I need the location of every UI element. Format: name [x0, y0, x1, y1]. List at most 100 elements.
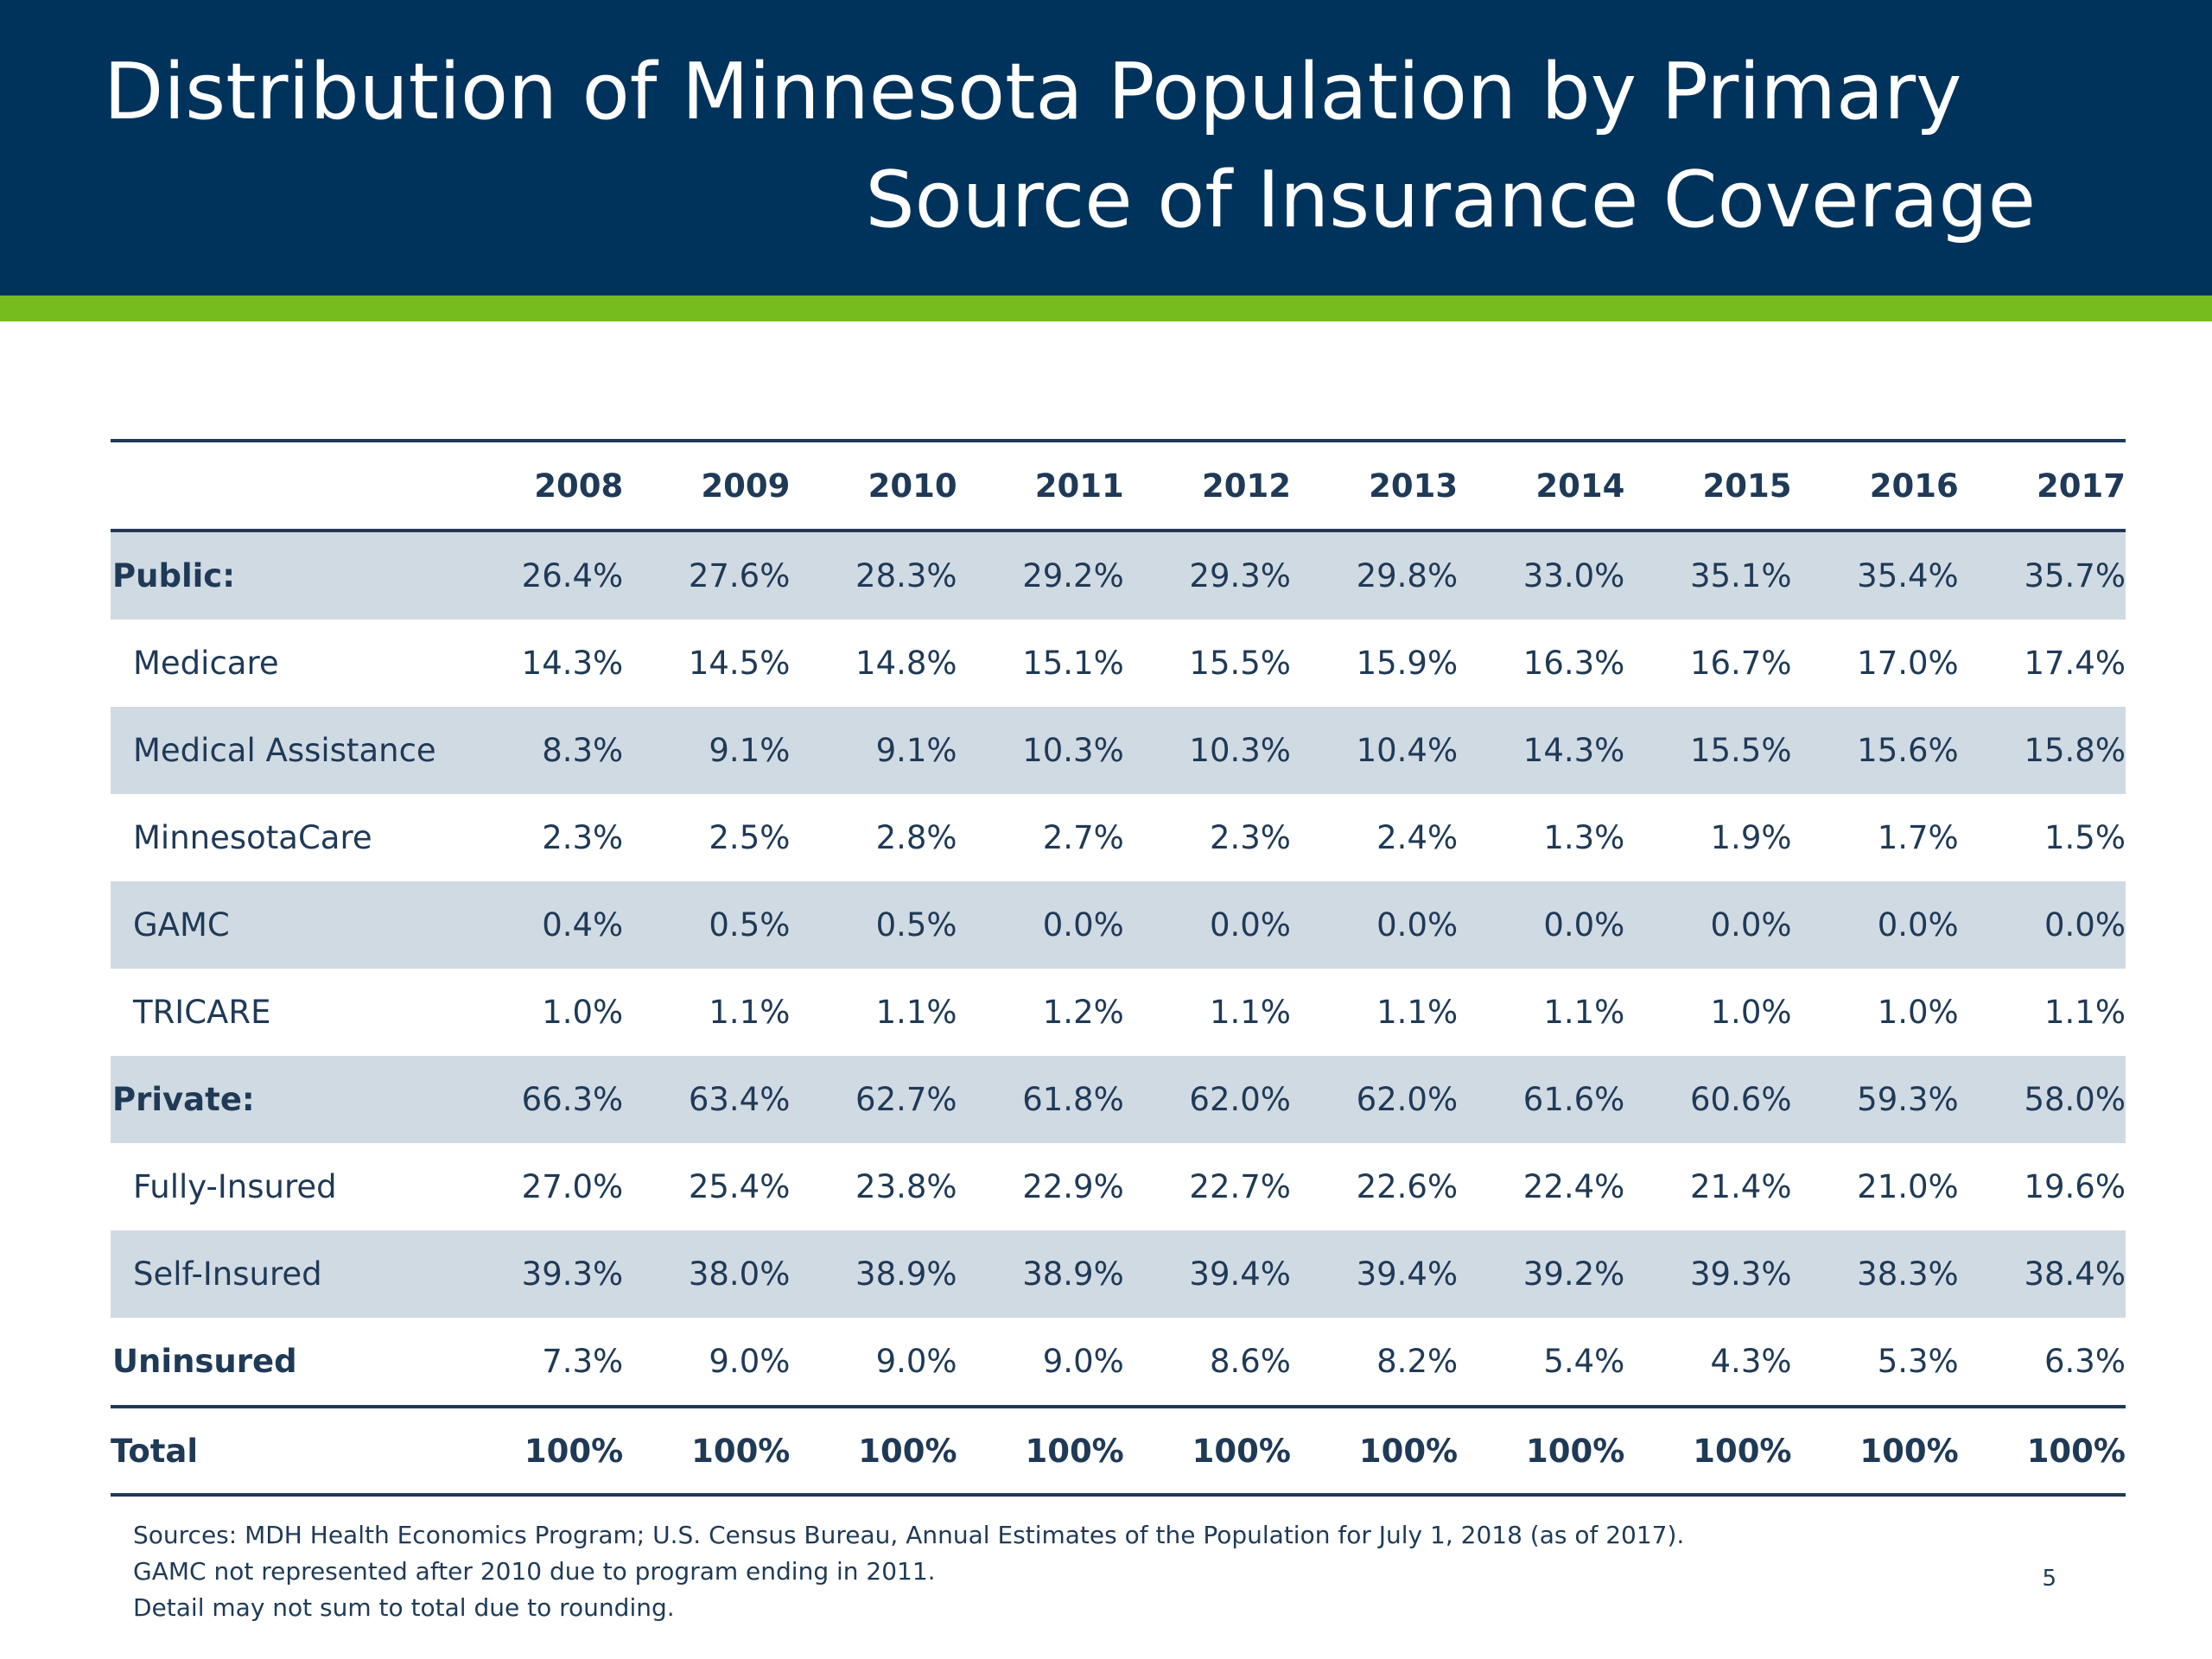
table-cell: 1.1%: [2044, 994, 2126, 1031]
row-label: Medical Assistance: [111, 707, 457, 794]
table-cell: 61.6%: [1458, 1056, 1625, 1143]
table-cell: 38.0%: [623, 1230, 791, 1318]
table-cell: 39.3%: [456, 1230, 624, 1318]
table-cell: 0.5%: [790, 881, 957, 969]
table-cell: 100%: [858, 1432, 957, 1470]
table-cell: 16.3%: [1522, 645, 1625, 682]
table-cell: 100%: [1358, 1432, 1459, 1470]
table-cell: 1.3%: [1543, 819, 1625, 856]
table-cell: 16.7%: [1689, 645, 1792, 682]
table-cell: 15.9%: [1356, 645, 1459, 682]
table-cell: 100%: [1025, 1432, 1124, 1470]
table-cell: 22.7%: [1189, 1168, 1291, 1205]
table-cell: 23.8%: [855, 1168, 957, 1205]
year-header: 2010: [868, 467, 957, 505]
table-cell: 15.5%: [1624, 707, 1792, 794]
year-header: 2011: [1034, 467, 1124, 505]
table-row-total: Total 100% 100% 100% 100% 100% 100% 100%…: [111, 1407, 2126, 1495]
table-cell: 0.5%: [623, 881, 791, 969]
table-cell: 38.3%: [1791, 1230, 1959, 1318]
source-notes: Sources: MDH Health Economics Program; U…: [133, 1517, 1948, 1626]
table-cell: 1.1%: [709, 994, 791, 1031]
table-cell: 62.7%: [790, 1056, 957, 1143]
table-cell: 14.3%: [521, 645, 624, 682]
table-cell: 22.9%: [1022, 1168, 1124, 1205]
table-cell: 100%: [691, 1432, 791, 1470]
table-cell: 10.3%: [957, 707, 1124, 794]
table-cell: 39.2%: [1458, 1230, 1625, 1318]
slide-header: Distribution of Minnesota Population by …: [0, 0, 2212, 296]
table-cell: 2.3%: [542, 819, 624, 856]
table-cell: 0.0%: [1958, 881, 2126, 969]
table-cell: 0.0%: [1458, 881, 1625, 969]
year-header: 2009: [701, 467, 791, 505]
source-note: Detail may not sum to total due to round…: [133, 1593, 675, 1622]
year-header: 2012: [1201, 467, 1291, 505]
year-header: 2013: [1369, 467, 1459, 505]
table-row-medicare: Medicare 14.3% 14.5% 14.8% 15.1% 15.5% 1…: [111, 620, 2126, 707]
header-label-cell: [111, 441, 456, 531]
table-cell: 10.4%: [1290, 707, 1459, 794]
coverage-table-wrapper: 2008 2009 2010 2011 2012 2013 2014 2015 …: [111, 439, 2126, 1497]
table-cell: 100%: [524, 1432, 624, 1470]
table-header-row: 2008 2009 2010 2011 2012 2013 2014 2015 …: [111, 441, 2126, 531]
row-label: Public:: [111, 531, 457, 620]
table-cell: 2.3%: [1209, 819, 1291, 856]
table-cell: 15.6%: [1791, 707, 1959, 794]
table-row-minnesotacare: MinnesotaCare 2.3% 2.5% 2.8% 2.7% 2.3% 2…: [111, 794, 2126, 881]
table-cell: 1.0%: [542, 994, 624, 1031]
table-row-self-insured: Self-Insured 39.3% 38.0% 38.9% 38.9% 39.…: [111, 1230, 2126, 1318]
table-cell: 14.3%: [1458, 707, 1625, 794]
slide-title: Distribution of Minnesota Population by …: [104, 38, 2036, 254]
table-cell: 17.4%: [2024, 645, 2126, 682]
table-row-public: Public: 26.4% 27.6% 28.3% 29.2% 29.3% 29…: [111, 531, 2126, 620]
table-cell: 1.0%: [1710, 994, 1792, 1031]
table-cell: 17.0%: [1857, 645, 1959, 682]
table-row-gamc: GAMC 0.4% 0.5% 0.5% 0.0% 0.0% 0.0% 0.0% …: [111, 881, 2126, 969]
row-label: TRICARE: [133, 994, 271, 1031]
table-cell: 8.6%: [1209, 1343, 1291, 1380]
year-header: 2008: [534, 467, 624, 505]
table-cell: 9.0%: [875, 1343, 957, 1380]
table-row-medical-assistance: Medical Assistance 8.3% 9.1% 9.1% 10.3% …: [111, 707, 2126, 794]
table-cell: 8.2%: [1376, 1343, 1459, 1380]
table-cell: 29.8%: [1290, 531, 1459, 620]
table-cell: 14.8%: [855, 645, 957, 682]
table-cell: 29.2%: [957, 531, 1124, 620]
table-cell: 2.4%: [1376, 819, 1459, 856]
table-cell: 1.1%: [875, 994, 957, 1031]
year-header: 2017: [2037, 467, 2126, 505]
table-cell: 60.6%: [1624, 1056, 1792, 1143]
table-cell: 100%: [1192, 1432, 1291, 1470]
year-header: 2015: [1702, 467, 1792, 505]
table-cell: 8.3%: [456, 707, 624, 794]
table-cell: 39.3%: [1624, 1230, 1792, 1318]
table-cell: 0.0%: [1624, 881, 1792, 969]
table-cell: 22.6%: [1356, 1168, 1459, 1205]
table-cell: 100%: [1859, 1432, 1959, 1470]
table-cell: 62.0%: [1290, 1056, 1459, 1143]
table-cell: 15.8%: [1958, 707, 2126, 794]
row-label: MinnesotaCare: [133, 819, 372, 856]
table-cell: 0.4%: [456, 881, 624, 969]
table-cell: 63.4%: [623, 1056, 791, 1143]
table-cell: 29.3%: [1123, 531, 1291, 620]
table-cell: 28.3%: [790, 531, 957, 620]
table-cell: 10.3%: [1123, 707, 1291, 794]
table-cell: 39.4%: [1123, 1230, 1291, 1318]
source-note: GAMC not represented after 2010 due to p…: [133, 1557, 936, 1586]
table-row-private: Private: 66.3% 63.4% 62.7% 61.8% 62.0% 6…: [111, 1056, 2126, 1143]
slide-title-line1: Distribution of Minnesota Population by …: [104, 47, 1962, 137]
table-cell: 35.7%: [1958, 531, 2126, 620]
table-cell: 21.0%: [1857, 1168, 1959, 1205]
row-label: GAMC: [111, 881, 457, 969]
table-cell: 0.0%: [1791, 881, 1959, 969]
table-cell: 19.6%: [2024, 1168, 2126, 1205]
table-cell: 61.8%: [957, 1056, 1124, 1143]
table-cell: 35.4%: [1791, 531, 1959, 620]
table-cell: 27.0%: [521, 1168, 624, 1205]
row-label: Private:: [111, 1056, 457, 1143]
table-cell: 100%: [1693, 1432, 1792, 1470]
table-cell: 1.1%: [1543, 994, 1625, 1031]
source-note: Sources: MDH Health Economics Program; U…: [133, 1521, 1685, 1549]
